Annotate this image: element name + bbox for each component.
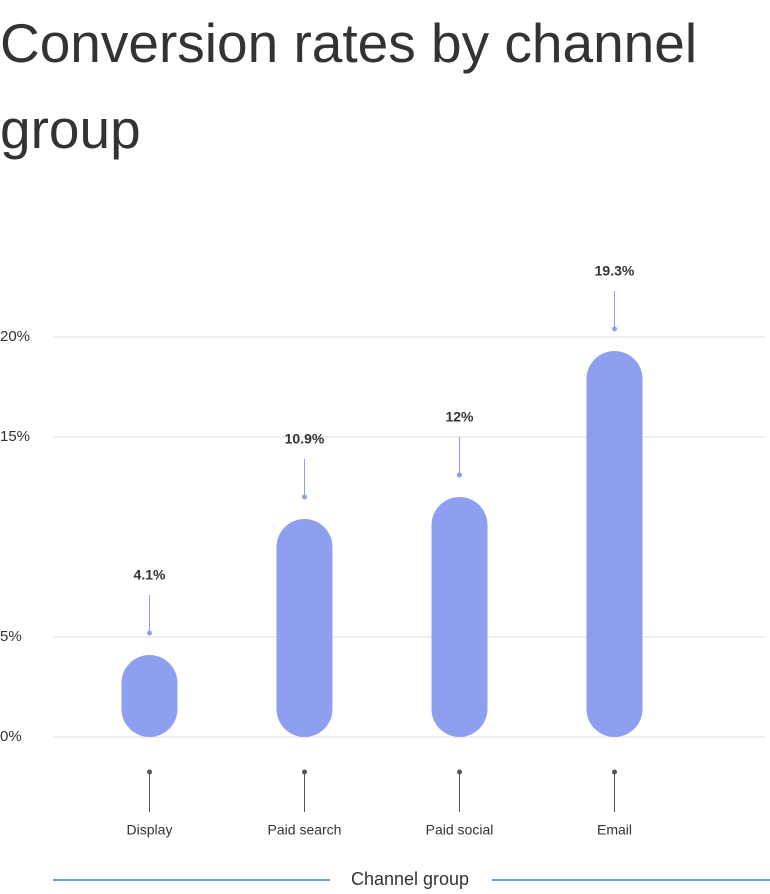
x-tick-label: Display (127, 822, 173, 838)
x-tick-dot (147, 769, 152, 775)
chart-title: Conversion rates by channel group (0, 12, 698, 160)
y-tick-label: 0% (0, 728, 22, 745)
x-axis-title: Channel group (351, 869, 469, 889)
bar (431, 497, 488, 737)
x-tick-dot (302, 769, 307, 775)
x-tick-dot (457, 769, 462, 775)
bar (586, 351, 643, 737)
label-dot (457, 472, 462, 478)
x-tick-label: Email (597, 822, 632, 838)
y-tick-label: 20% (0, 328, 30, 345)
x-tick-label: Paid search (268, 822, 342, 838)
label-dot (147, 630, 152, 636)
value-label: 10.9% (285, 431, 325, 447)
value-label: 19.3% (595, 263, 635, 279)
value-label: 12% (445, 409, 474, 425)
bar (121, 655, 178, 737)
label-dot (612, 326, 617, 332)
value-label: 4.1% (134, 567, 166, 583)
label-dot (302, 494, 307, 500)
x-tick-label: Paid social (426, 822, 494, 838)
y-tick-label: 15% (0, 428, 30, 445)
x-tick-dot (612, 769, 617, 775)
y-tick-label: 5% (0, 628, 22, 645)
bar (276, 519, 333, 737)
